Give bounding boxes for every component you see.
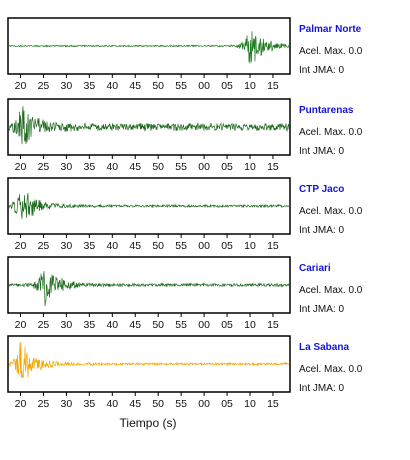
x-tick-label: 15 (267, 319, 279, 331)
x-tick-label: 20 (15, 398, 27, 410)
x-tick-label: 45 (129, 319, 141, 331)
int-jma-label: Int JMA: 0 (299, 304, 344, 315)
x-tick-label: 55 (175, 80, 187, 92)
x-tick-label: 20 (15, 161, 27, 173)
station-name: Palmar Norte (299, 24, 362, 35)
x-tick-label: 15 (267, 240, 279, 252)
x-tick-label: 25 (38, 240, 50, 252)
x-tick-label: 15 (267, 80, 279, 92)
x-tick-label: 45 (129, 161, 141, 173)
x-tick-label: 40 (106, 398, 118, 410)
x-tick-label: 50 (152, 319, 164, 331)
x-tick-label: 25 (38, 80, 50, 92)
x-tick-label: 10 (244, 240, 256, 252)
x-tick-label: 30 (61, 398, 73, 410)
station-name: La Sabana (299, 342, 349, 353)
x-tick-label: 05 (221, 240, 233, 252)
int-jma-label: Int JMA: 0 (299, 146, 344, 157)
panel-frame (7, 335, 291, 393)
x-tick-label: 00 (198, 398, 210, 410)
x-tick-label: 00 (198, 319, 210, 331)
x-tick-label: 40 (106, 80, 118, 92)
acel-max-label: Acel. Max. 0.0 (299, 285, 363, 296)
x-tick-label: 55 (175, 240, 187, 252)
x-tick-label: 45 (129, 80, 141, 92)
acel-max-label: Acel. Max. 0.0 (299, 127, 363, 138)
x-tick-label: 00 (198, 80, 210, 92)
x-tick-label: 50 (152, 80, 164, 92)
x-tick-label: 45 (129, 240, 141, 252)
x-tick-label: 35 (84, 398, 96, 410)
int-jma-label: Int JMA: 0 (299, 225, 344, 236)
x-tick-label: 50 (152, 398, 164, 410)
x-tick-label: 55 (175, 161, 187, 173)
x-tick-label: 05 (221, 398, 233, 410)
x-tick-label: 25 (38, 319, 50, 331)
x-tick-label: 10 (244, 398, 256, 410)
x-tick-label: 05 (221, 319, 233, 331)
x-tick-label: 45 (129, 398, 141, 410)
x-axis-title: Tiempo (s) (120, 416, 177, 430)
x-tick-label: 30 (61, 161, 73, 173)
waveform-trace (8, 271, 290, 307)
x-tick-label: 35 (84, 319, 96, 331)
x-tick-label: 30 (61, 240, 73, 252)
waveform-trace (8, 31, 290, 64)
x-tick-label: 40 (106, 319, 118, 331)
x-tick-label: 05 (221, 161, 233, 173)
x-tick-label: 35 (84, 240, 96, 252)
x-tick-label: 40 (106, 161, 118, 173)
x-tick-label: 00 (198, 161, 210, 173)
x-tick-label: 00 (198, 240, 210, 252)
x-tick-label: 10 (244, 319, 256, 331)
x-tick-label: 05 (221, 80, 233, 92)
x-tick-label: 20 (15, 80, 27, 92)
x-tick-label: 35 (84, 161, 96, 173)
acel-max-label: Acel. Max. 0.0 (299, 46, 363, 57)
x-tick-label: 15 (267, 398, 279, 410)
x-tick-label: 10 (244, 161, 256, 173)
waveform-trace (8, 341, 290, 379)
station-name: CTP Jaco (299, 184, 344, 195)
acel-max-label: Acel. Max. 0.0 (299, 206, 363, 217)
x-tick-label: 40 (106, 240, 118, 252)
x-tick-label: 20 (15, 240, 27, 252)
x-tick-label: 10 (244, 80, 256, 92)
x-tick-label: 50 (152, 240, 164, 252)
x-tick-label: 55 (175, 398, 187, 410)
waveform-trace (8, 193, 290, 219)
x-tick-label: 25 (38, 398, 50, 410)
x-tick-label: 30 (61, 80, 73, 92)
x-tick-label: 15 (267, 161, 279, 173)
x-tick-label: 35 (84, 80, 96, 92)
x-tick-label: 20 (15, 319, 27, 331)
station-name: Cariari (299, 263, 331, 274)
waveform-trace (8, 106, 290, 145)
x-tick-label: 30 (61, 319, 73, 331)
station-name: Puntarenas (299, 105, 354, 116)
x-tick-label: 25 (38, 161, 50, 173)
int-jma-label: Int JMA: 0 (299, 383, 344, 394)
int-jma-label: Int JMA: 0 (299, 65, 344, 76)
x-tick-label: 50 (152, 161, 164, 173)
x-tick-label: 55 (175, 319, 187, 331)
acel-max-label: Acel. Max. 0.0 (299, 364, 363, 375)
